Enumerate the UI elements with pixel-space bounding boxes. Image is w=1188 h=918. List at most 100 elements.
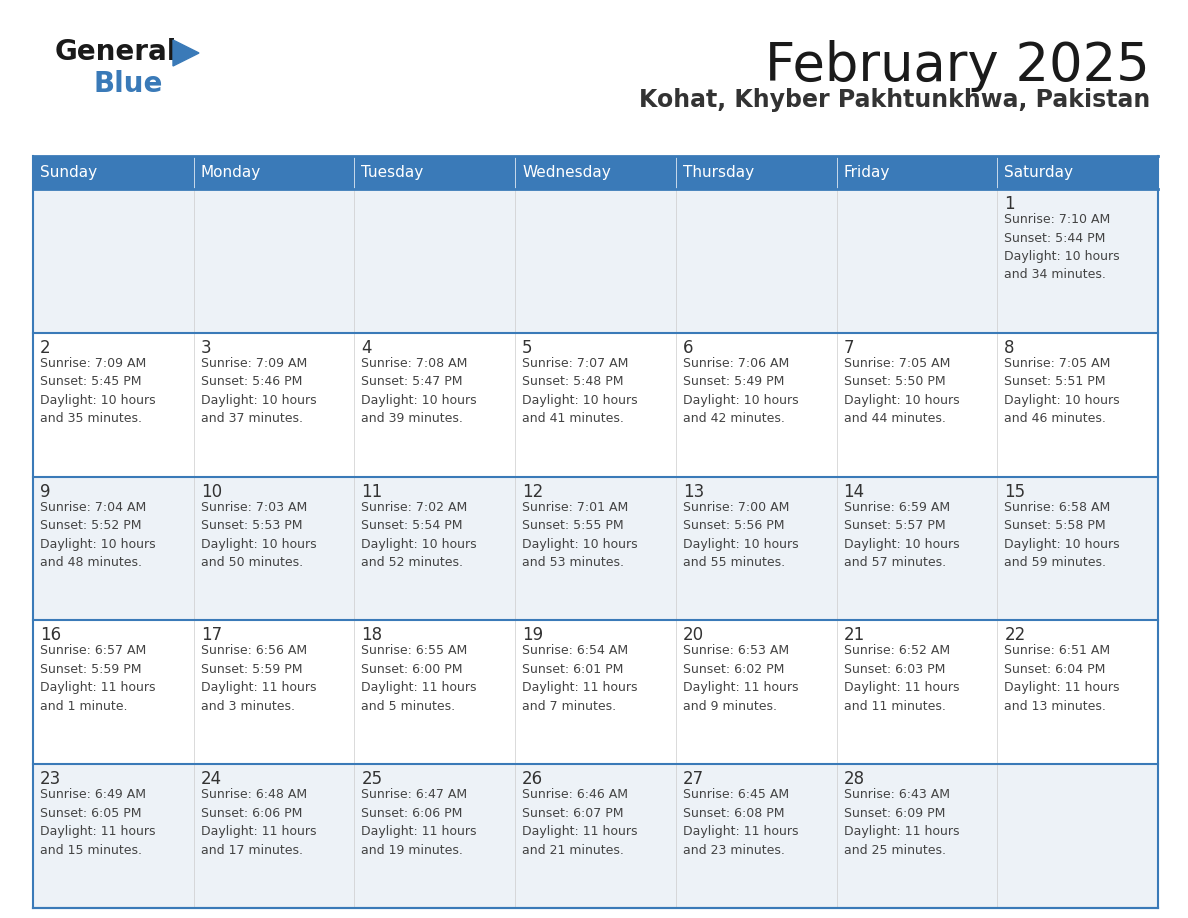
Bar — [194, 476, 354, 621]
Text: Sunrise: 6:59 AM
Sunset: 5:57 PM
Daylight: 10 hours
and 57 minutes.: Sunrise: 6:59 AM Sunset: 5:57 PM Dayligh… — [843, 500, 959, 569]
Text: 4: 4 — [361, 339, 372, 357]
Bar — [997, 156, 1158, 189]
Bar — [354, 621, 516, 764]
Bar — [33, 621, 194, 764]
Text: 12: 12 — [523, 483, 543, 500]
Text: February 2025: February 2025 — [765, 40, 1150, 92]
Text: 21: 21 — [843, 626, 865, 644]
Text: 23: 23 — [40, 770, 62, 789]
Bar — [33, 476, 194, 621]
Text: Wednesday: Wednesday — [523, 165, 611, 180]
Bar — [516, 189, 676, 333]
Text: Sunrise: 7:03 AM
Sunset: 5:53 PM
Daylight: 10 hours
and 50 minutes.: Sunrise: 7:03 AM Sunset: 5:53 PM Dayligh… — [201, 500, 316, 569]
Bar — [997, 764, 1158, 908]
Text: 2: 2 — [40, 339, 51, 357]
Text: 7: 7 — [843, 339, 854, 357]
Bar — [836, 156, 997, 189]
Text: Sunrise: 7:09 AM
Sunset: 5:45 PM
Daylight: 10 hours
and 35 minutes.: Sunrise: 7:09 AM Sunset: 5:45 PM Dayligh… — [40, 357, 156, 425]
Text: Sunday: Sunday — [40, 165, 97, 180]
Bar — [33, 189, 194, 333]
Text: Sunrise: 7:05 AM
Sunset: 5:50 PM
Daylight: 10 hours
and 44 minutes.: Sunrise: 7:05 AM Sunset: 5:50 PM Dayligh… — [843, 357, 959, 425]
Text: Sunrise: 7:00 AM
Sunset: 5:56 PM
Daylight: 10 hours
and 55 minutes.: Sunrise: 7:00 AM Sunset: 5:56 PM Dayligh… — [683, 500, 798, 569]
Text: 14: 14 — [843, 483, 865, 500]
Text: 8: 8 — [1004, 339, 1015, 357]
Text: Sunrise: 6:51 AM
Sunset: 6:04 PM
Daylight: 11 hours
and 13 minutes.: Sunrise: 6:51 AM Sunset: 6:04 PM Dayligh… — [1004, 644, 1120, 713]
Polygon shape — [173, 40, 200, 66]
Bar — [676, 156, 836, 189]
Bar — [676, 764, 836, 908]
Text: 13: 13 — [683, 483, 704, 500]
Text: Sunrise: 6:55 AM
Sunset: 6:00 PM
Daylight: 11 hours
and 5 minutes.: Sunrise: 6:55 AM Sunset: 6:00 PM Dayligh… — [361, 644, 476, 713]
Text: 16: 16 — [40, 626, 61, 644]
Text: 19: 19 — [523, 626, 543, 644]
Bar — [354, 476, 516, 621]
Text: Monday: Monday — [201, 165, 261, 180]
Text: 24: 24 — [201, 770, 222, 789]
Bar — [354, 764, 516, 908]
Text: Thursday: Thursday — [683, 165, 754, 180]
Text: 17: 17 — [201, 626, 222, 644]
Text: 1: 1 — [1004, 195, 1015, 213]
Bar — [836, 333, 997, 476]
Text: Sunrise: 6:45 AM
Sunset: 6:08 PM
Daylight: 11 hours
and 23 minutes.: Sunrise: 6:45 AM Sunset: 6:08 PM Dayligh… — [683, 789, 798, 856]
Bar — [194, 621, 354, 764]
Text: Sunrise: 6:56 AM
Sunset: 5:59 PM
Daylight: 11 hours
and 3 minutes.: Sunrise: 6:56 AM Sunset: 5:59 PM Dayligh… — [201, 644, 316, 713]
Text: Kohat, Khyber Pakhtunkhwa, Pakistan: Kohat, Khyber Pakhtunkhwa, Pakistan — [639, 88, 1150, 112]
Bar — [194, 189, 354, 333]
Bar — [997, 476, 1158, 621]
Bar — [194, 156, 354, 189]
Bar — [194, 764, 354, 908]
Text: Sunrise: 6:46 AM
Sunset: 6:07 PM
Daylight: 11 hours
and 21 minutes.: Sunrise: 6:46 AM Sunset: 6:07 PM Dayligh… — [523, 789, 638, 856]
Text: Sunrise: 6:49 AM
Sunset: 6:05 PM
Daylight: 11 hours
and 15 minutes.: Sunrise: 6:49 AM Sunset: 6:05 PM Dayligh… — [40, 789, 156, 856]
Text: Sunrise: 6:57 AM
Sunset: 5:59 PM
Daylight: 11 hours
and 1 minute.: Sunrise: 6:57 AM Sunset: 5:59 PM Dayligh… — [40, 644, 156, 713]
Bar — [354, 156, 516, 189]
Text: 18: 18 — [361, 626, 383, 644]
Bar — [194, 333, 354, 476]
Bar — [836, 764, 997, 908]
Bar — [516, 476, 676, 621]
Text: Sunrise: 6:52 AM
Sunset: 6:03 PM
Daylight: 11 hours
and 11 minutes.: Sunrise: 6:52 AM Sunset: 6:03 PM Dayligh… — [843, 644, 959, 713]
Bar — [354, 189, 516, 333]
Text: Sunrise: 7:01 AM
Sunset: 5:55 PM
Daylight: 10 hours
and 53 minutes.: Sunrise: 7:01 AM Sunset: 5:55 PM Dayligh… — [523, 500, 638, 569]
Text: Sunrise: 6:54 AM
Sunset: 6:01 PM
Daylight: 11 hours
and 7 minutes.: Sunrise: 6:54 AM Sunset: 6:01 PM Dayligh… — [523, 644, 638, 713]
Text: Sunrise: 7:02 AM
Sunset: 5:54 PM
Daylight: 10 hours
and 52 minutes.: Sunrise: 7:02 AM Sunset: 5:54 PM Dayligh… — [361, 500, 478, 569]
Text: 22: 22 — [1004, 626, 1025, 644]
Text: 26: 26 — [523, 770, 543, 789]
Text: Saturday: Saturday — [1004, 165, 1073, 180]
Text: 20: 20 — [683, 626, 704, 644]
Text: 9: 9 — [40, 483, 51, 500]
Bar — [836, 476, 997, 621]
Bar — [516, 764, 676, 908]
Text: 11: 11 — [361, 483, 383, 500]
Bar — [997, 189, 1158, 333]
Bar — [33, 764, 194, 908]
Bar — [354, 333, 516, 476]
Bar — [516, 156, 676, 189]
Bar — [33, 333, 194, 476]
Bar — [836, 621, 997, 764]
Bar — [836, 189, 997, 333]
Text: Sunrise: 6:47 AM
Sunset: 6:06 PM
Daylight: 11 hours
and 19 minutes.: Sunrise: 6:47 AM Sunset: 6:06 PM Dayligh… — [361, 789, 476, 856]
Bar — [516, 333, 676, 476]
Bar — [33, 156, 194, 189]
Text: Sunrise: 7:09 AM
Sunset: 5:46 PM
Daylight: 10 hours
and 37 minutes.: Sunrise: 7:09 AM Sunset: 5:46 PM Dayligh… — [201, 357, 316, 425]
Text: Friday: Friday — [843, 165, 890, 180]
Text: Sunrise: 6:58 AM
Sunset: 5:58 PM
Daylight: 10 hours
and 59 minutes.: Sunrise: 6:58 AM Sunset: 5:58 PM Dayligh… — [1004, 500, 1120, 569]
Text: 25: 25 — [361, 770, 383, 789]
Text: General: General — [55, 38, 177, 66]
Text: Sunrise: 7:08 AM
Sunset: 5:47 PM
Daylight: 10 hours
and 39 minutes.: Sunrise: 7:08 AM Sunset: 5:47 PM Dayligh… — [361, 357, 478, 425]
Bar — [997, 621, 1158, 764]
Text: 15: 15 — [1004, 483, 1025, 500]
Bar — [676, 189, 836, 333]
Bar — [516, 621, 676, 764]
Text: Sunrise: 6:43 AM
Sunset: 6:09 PM
Daylight: 11 hours
and 25 minutes.: Sunrise: 6:43 AM Sunset: 6:09 PM Dayligh… — [843, 789, 959, 856]
Text: Sunrise: 6:53 AM
Sunset: 6:02 PM
Daylight: 11 hours
and 9 minutes.: Sunrise: 6:53 AM Sunset: 6:02 PM Dayligh… — [683, 644, 798, 713]
Text: Sunrise: 6:48 AM
Sunset: 6:06 PM
Daylight: 11 hours
and 17 minutes.: Sunrise: 6:48 AM Sunset: 6:06 PM Dayligh… — [201, 789, 316, 856]
Bar — [997, 333, 1158, 476]
Text: Sunrise: 7:06 AM
Sunset: 5:49 PM
Daylight: 10 hours
and 42 minutes.: Sunrise: 7:06 AM Sunset: 5:49 PM Dayligh… — [683, 357, 798, 425]
Bar — [676, 621, 836, 764]
Text: 3: 3 — [201, 339, 211, 357]
Text: Sunrise: 7:10 AM
Sunset: 5:44 PM
Daylight: 10 hours
and 34 minutes.: Sunrise: 7:10 AM Sunset: 5:44 PM Dayligh… — [1004, 213, 1120, 282]
Text: 6: 6 — [683, 339, 694, 357]
Text: Sunrise: 7:05 AM
Sunset: 5:51 PM
Daylight: 10 hours
and 46 minutes.: Sunrise: 7:05 AM Sunset: 5:51 PM Dayligh… — [1004, 357, 1120, 425]
